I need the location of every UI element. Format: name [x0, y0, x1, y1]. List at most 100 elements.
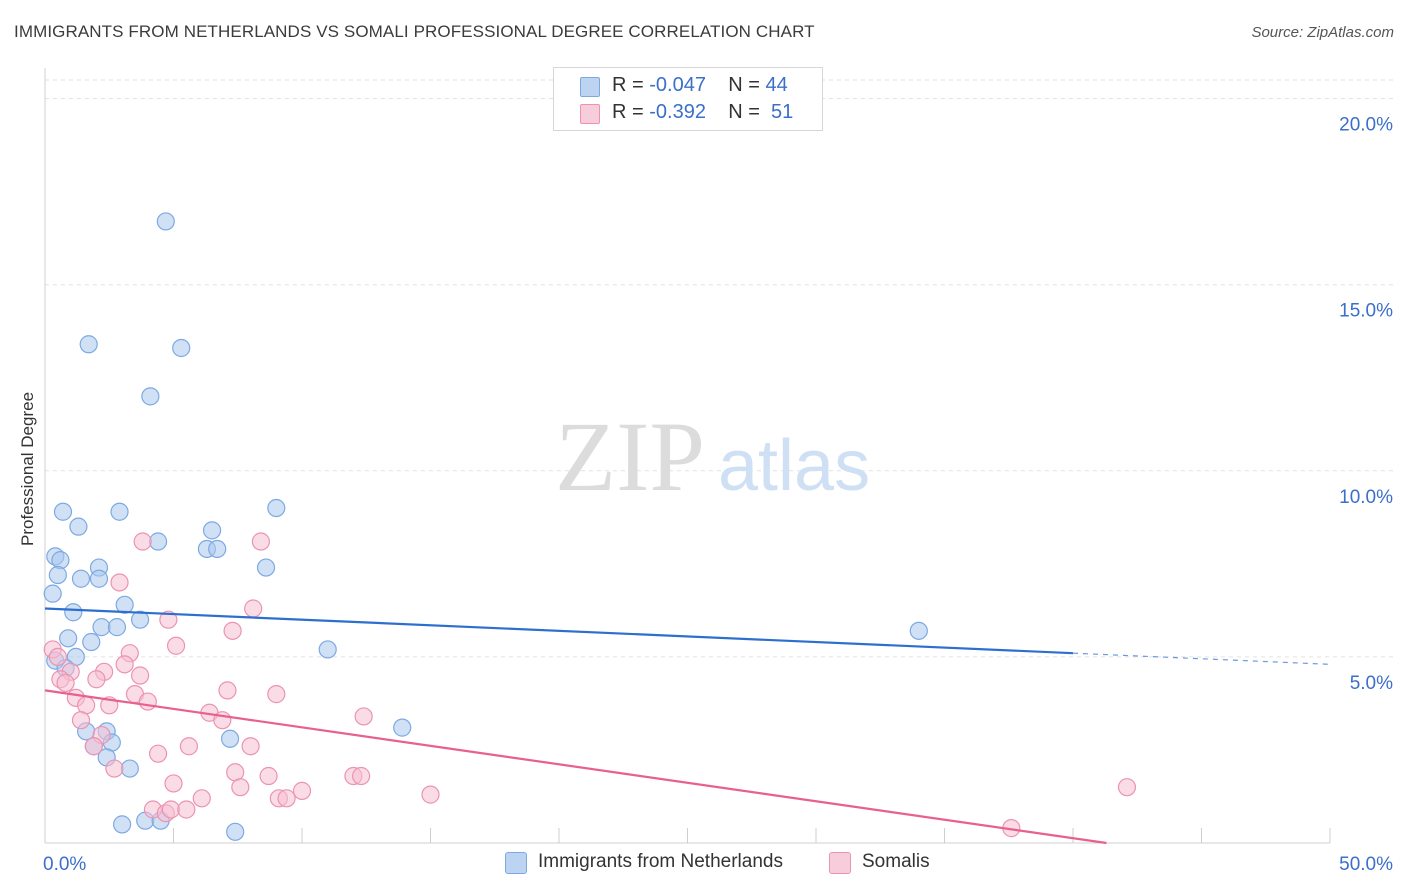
netherlands-point [79, 335, 98, 354]
legend-n-value: 51 [771, 101, 794, 123]
somalis-point [421, 785, 440, 804]
somalis-point [259, 766, 278, 786]
somalis-point [231, 778, 250, 797]
somalis-point [148, 744, 168, 763]
somalis-point [179, 737, 199, 756]
y-tick-label: 20.0% [1339, 115, 1393, 136]
netherlands-point [110, 502, 129, 521]
trend-lines [44, 607, 1331, 845]
netherlands-trend-extension [1072, 652, 1331, 665]
somalis-point [110, 573, 129, 592]
legend-r-value: -0.047 [649, 74, 706, 96]
y-axis-label: Professional Degree [18, 391, 37, 546]
x-tick-label: 50.0% [1339, 854, 1393, 875]
netherlands-trend-line [44, 607, 1074, 655]
x-tick-label: 0.0% [43, 854, 86, 875]
somalis-point [115, 655, 134, 674]
netherlands-point [64, 603, 83, 622]
somalis-point [133, 532, 152, 551]
netherlands-point [202, 521, 222, 540]
somalis-point [56, 673, 75, 693]
netherlands-point [156, 212, 175, 231]
y-tick-labels: 5.0% 10.0% 15.0% 20.0% [1339, 115, 1393, 694]
somalis-point [244, 599, 263, 618]
netherlands-point [148, 532, 168, 551]
somalis-point [251, 532, 270, 551]
netherlands-point [393, 718, 412, 737]
somalis-legend-swatch [829, 852, 851, 874]
correlation-legend: R = -0.047 N = 44 R = -0.392 N = 51 [553, 67, 823, 131]
netherlands-point [92, 618, 111, 637]
somalis-point [354, 707, 373, 726]
watermark: ZIP atlas [555, 401, 870, 512]
somalis-point [223, 621, 242, 640]
netherlands-point [220, 729, 240, 748]
legend-r-label: R = [612, 74, 644, 96]
netherlands-point [141, 387, 160, 406]
netherlands-point [51, 551, 70, 570]
legend-n-label: N = [728, 74, 760, 96]
netherlands-point [43, 584, 62, 603]
netherlands-point [267, 498, 286, 518]
somalis-point [177, 800, 196, 819]
y-tick-label: 15.0% [1339, 301, 1393, 322]
scatter-points [43, 212, 1137, 841]
somalis-point [71, 711, 91, 730]
somalis-point [166, 636, 186, 655]
somalis-point [1117, 778, 1137, 797]
netherlands-point [89, 569, 109, 588]
y-tick-label: 5.0% [1350, 673, 1393, 694]
netherlands-point [256, 558, 276, 577]
netherlands-point [59, 629, 78, 648]
netherlands-point [53, 502, 73, 521]
somalis-trend-line [44, 689, 1107, 845]
somalis-point [164, 774, 183, 793]
somalis-point [192, 789, 211, 808]
legend-r-label: R = [612, 101, 644, 123]
somalis-point [159, 610, 178, 629]
watermark-zip: ZIP [555, 401, 705, 512]
source-label: Source: ZipAtlas.com [1251, 24, 1394, 41]
somalis-point [87, 670, 106, 689]
legend-n-label: N = [728, 101, 760, 123]
netherlands-point [909, 621, 928, 640]
somalis-legend-label: Somalis [862, 851, 930, 872]
netherlands-point [172, 338, 191, 358]
netherlands-point [82, 632, 101, 652]
somalis-point [218, 681, 237, 700]
netherlands-point [48, 565, 67, 585]
somalis-point [267, 685, 286, 704]
netherlands-point [71, 569, 91, 588]
legend-r-value: -0.392 [649, 101, 706, 123]
netherlands-point [208, 539, 227, 559]
netherlands-swatch [580, 77, 600, 97]
legend-n-value: 44 [765, 74, 788, 96]
netherlands-legend-swatch [505, 852, 527, 874]
somalis-point [277, 789, 296, 808]
y-tick-label: 10.0% [1339, 487, 1393, 508]
netherlands-point [69, 517, 88, 536]
somalis-point [292, 781, 312, 800]
somalis-point [161, 800, 181, 819]
somalis-point [48, 647, 67, 667]
gridlines [45, 79, 1395, 658]
somalis-point [352, 766, 371, 786]
netherlands-legend-label: Immigrants from Netherlands [538, 851, 783, 872]
somalis-point [138, 692, 157, 711]
somalis-point [105, 759, 124, 778]
somalis-point [130, 666, 150, 685]
netherlands-point [226, 822, 245, 841]
netherlands-point [318, 640, 337, 659]
watermark-atlas: atlas [718, 426, 870, 506]
chart-title: IMMIGRANTS FROM NETHERLANDS VS SOMALI PR… [14, 22, 815, 41]
netherlands-point [107, 618, 127, 637]
somalis-point [241, 737, 260, 756]
axes [44, 68, 1331, 844]
x-tick-labels: 0.0% 50.0% [43, 854, 1393, 875]
netherlands-point [130, 610, 150, 629]
somalis-swatch [580, 104, 600, 124]
somalis-point [84, 737, 103, 756]
netherlands-point [120, 759, 139, 778]
netherlands-point [115, 595, 134, 614]
